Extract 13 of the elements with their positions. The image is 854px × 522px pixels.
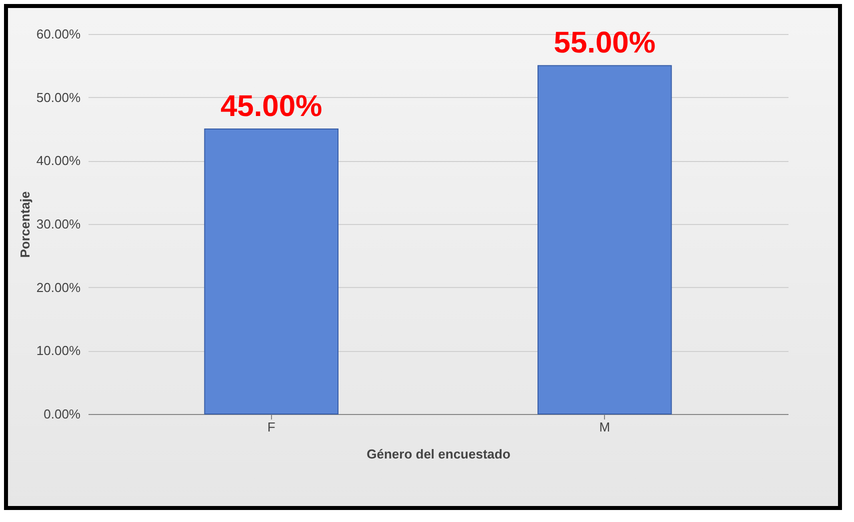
y-tick-label: 0.00% [44, 406, 81, 422]
y-tick-label: 20.00% [36, 280, 81, 295]
x-tick-label: M [599, 420, 610, 434]
y-tick-label: 30.00% [36, 216, 81, 232]
data-label: 45.00% [220, 90, 322, 123]
y-axis-title: Porcentaje [17, 191, 32, 258]
x-axis-title: Género del encuestado [366, 446, 510, 462]
y-tick-label: 50.00% [36, 90, 81, 105]
x-tick-label: F [267, 420, 276, 434]
y-tick-label: 10.00% [36, 343, 81, 358]
y-tick-label: 40.00% [36, 153, 81, 168]
y-tick-label: 60.00% [36, 26, 81, 42]
data-label: 55.00% [554, 26, 656, 60]
